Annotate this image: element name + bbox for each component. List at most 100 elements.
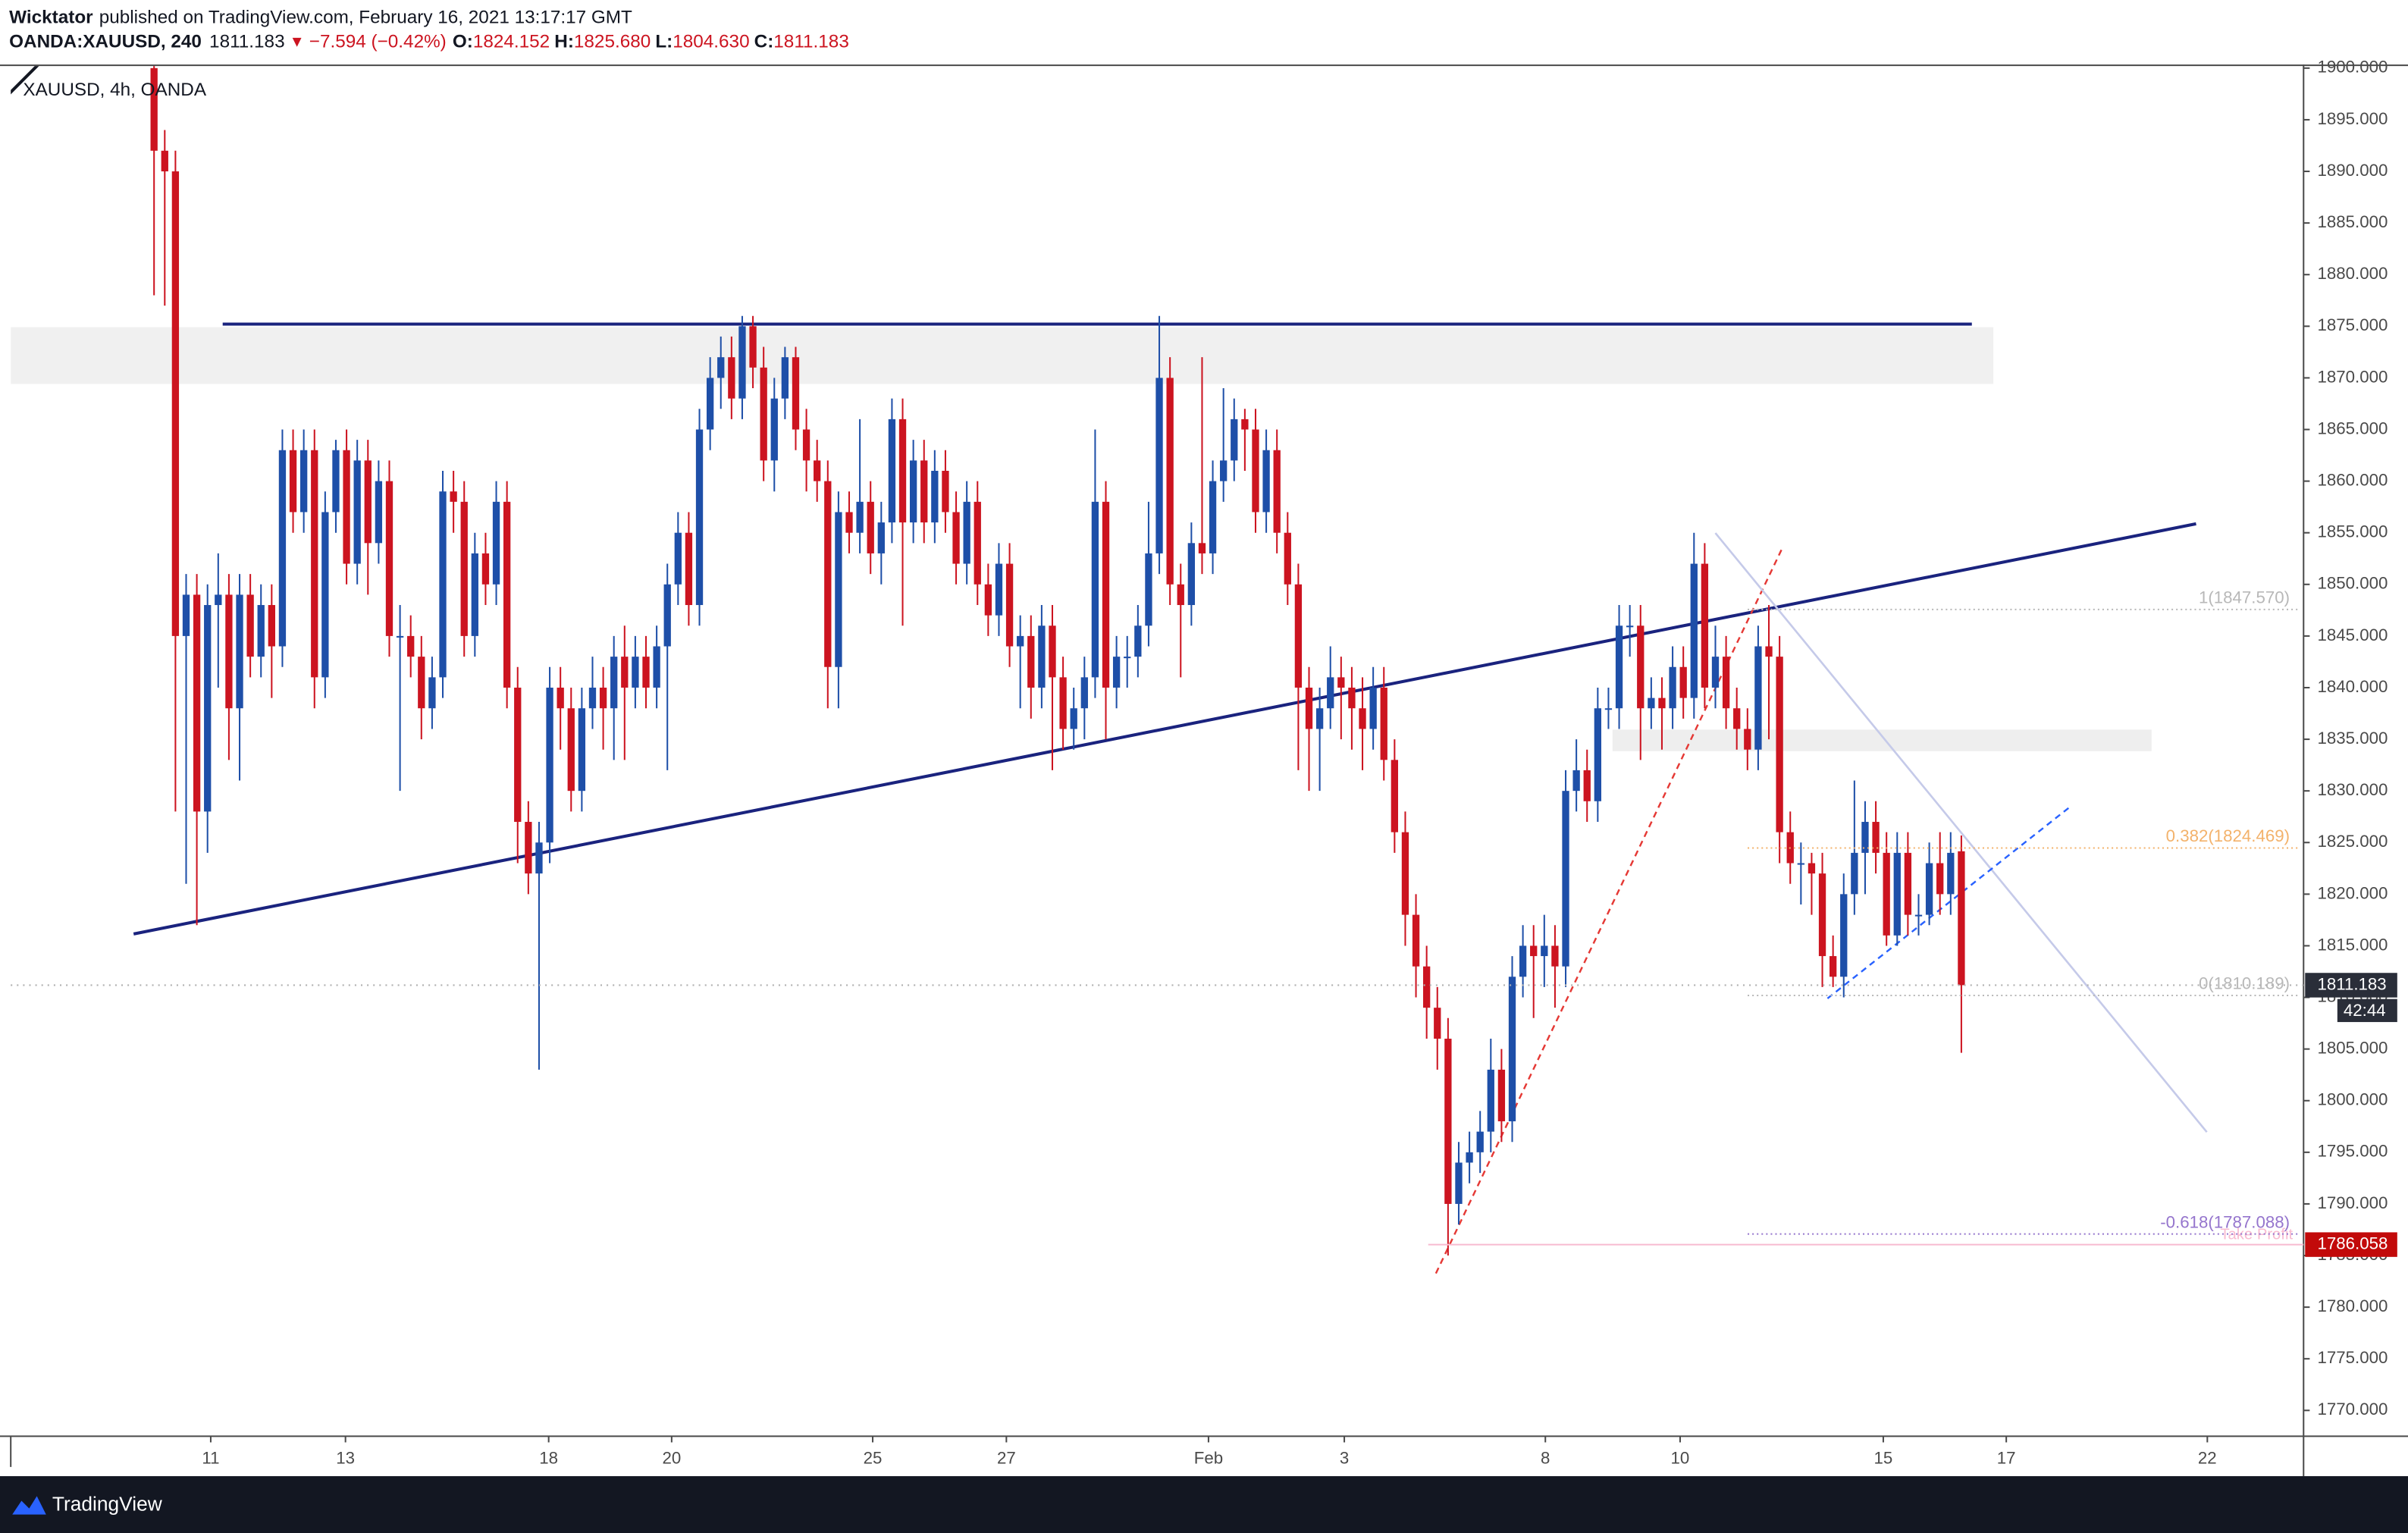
candle-body — [1348, 687, 1356, 709]
change: −7.594 (−0.42%) — [309, 32, 447, 52]
zone — [1612, 729, 2152, 751]
candle-body — [1818, 873, 1826, 957]
candle-body — [1562, 791, 1569, 967]
candle-body — [1658, 698, 1666, 709]
candle-body — [695, 429, 704, 606]
dashed-trend — [1826, 807, 2070, 999]
logo[interactable] — [12, 1496, 46, 1515]
last-price-box — [2305, 973, 2397, 998]
candle-body — [1551, 945, 1559, 967]
candle-body — [289, 450, 297, 513]
y-tick-label: 1900.000 — [2317, 58, 2388, 77]
candle-body — [1059, 677, 1067, 729]
y-tick-label: 1780.000 — [2317, 1296, 2388, 1315]
candle-body — [171, 171, 180, 636]
last-price-label: 1811.183 — [2317, 974, 2386, 993]
candle-body — [792, 357, 800, 430]
candle-body — [567, 708, 575, 792]
candle-body — [428, 677, 436, 709]
candle-body — [1679, 666, 1687, 698]
candle-body — [1947, 852, 1955, 895]
ohlc-label: C: — [754, 32, 774, 52]
candle-body — [525, 822, 532, 874]
candle-body — [749, 326, 757, 368]
candle-body — [161, 150, 168, 172]
candle-body — [1412, 914, 1420, 967]
candle-body — [1305, 687, 1313, 729]
candle-body — [1017, 635, 1024, 647]
candle-body — [1369, 687, 1377, 729]
candle-body — [1776, 657, 1783, 832]
x-tick-label: 18 — [539, 1449, 558, 1468]
candle-body — [1220, 460, 1228, 481]
candle-body — [557, 687, 564, 709]
candle-body — [888, 419, 896, 523]
candle-body — [898, 419, 907, 523]
candle-body — [1519, 945, 1527, 977]
ohlc-label: O: — [453, 32, 473, 52]
candle-body — [1840, 894, 1848, 977]
candle-body — [760, 367, 767, 461]
y-tick-label: 1870.000 — [2317, 367, 2388, 386]
candle-body — [492, 501, 500, 585]
candle-body — [1315, 708, 1324, 729]
candle-body — [738, 326, 746, 399]
candle-body — [1166, 378, 1174, 585]
candle-body — [1359, 708, 1366, 729]
candle-body — [1080, 677, 1088, 709]
candle-body — [1754, 646, 1762, 750]
candle-body — [225, 594, 233, 709]
candle-body — [845, 512, 853, 533]
footer-bar — [0, 1476, 2408, 1533]
candle-body — [610, 657, 618, 709]
candle-body — [1808, 863, 1816, 874]
candle-body — [1252, 429, 1259, 513]
candle-body — [1423, 966, 1431, 1008]
candle-body — [204, 605, 212, 812]
candle-body — [1541, 945, 1548, 957]
candle-body — [867, 501, 874, 553]
trend-line — [133, 522, 2196, 936]
candle-body — [599, 687, 607, 709]
candle-body — [1829, 956, 1837, 977]
candle-body — [1722, 657, 1730, 709]
candle-body — [1669, 666, 1676, 709]
candle-body — [1733, 708, 1741, 729]
candle-body — [150, 67, 158, 151]
candle-body — [1134, 625, 1142, 657]
candle-body — [984, 584, 992, 616]
candle-body — [1572, 770, 1580, 792]
candle-body — [1091, 501, 1099, 678]
y-tick-label: 1880.000 — [2317, 264, 2388, 283]
alert-price-box — [2305, 1232, 2397, 1257]
candle-body — [963, 501, 970, 564]
candle-body — [278, 450, 287, 647]
candle-body — [1434, 1008, 1441, 1039]
zone — [11, 327, 1994, 384]
candle-body — [311, 450, 318, 678]
candle-body — [1038, 625, 1046, 688]
candle-body — [460, 501, 468, 636]
candle-body — [974, 501, 981, 585]
candle-body — [364, 460, 372, 544]
brand[interactable]: TradingView — [52, 1492, 163, 1515]
symbol-line: OANDA:XAUUSD, 240 1811.183 ▼ −7.594 (−0.42%… — [9, 32, 849, 52]
legend-text: XAUUSD, 4h, OANDA — [23, 80, 206, 100]
candle-body — [546, 687, 553, 843]
candle-body — [353, 460, 361, 564]
x-tick-label: 27 — [997, 1449, 1016, 1468]
candles — [150, 66, 1965, 1256]
candle-body — [1241, 419, 1249, 430]
candle-body — [995, 563, 1003, 616]
candle-body — [236, 594, 243, 709]
y-tick-label: 1795.000 — [2317, 1142, 2388, 1161]
candle-body — [1070, 708, 1077, 729]
candle-body — [1765, 646, 1773, 657]
candle-body — [856, 501, 864, 533]
candle-body — [1112, 657, 1121, 688]
candle-body — [588, 687, 597, 709]
y-tick-label: 1850.000 — [2317, 574, 2388, 593]
candle-body — [1583, 770, 1591, 801]
candle-body — [1690, 563, 1698, 698]
candle-body — [706, 378, 714, 430]
